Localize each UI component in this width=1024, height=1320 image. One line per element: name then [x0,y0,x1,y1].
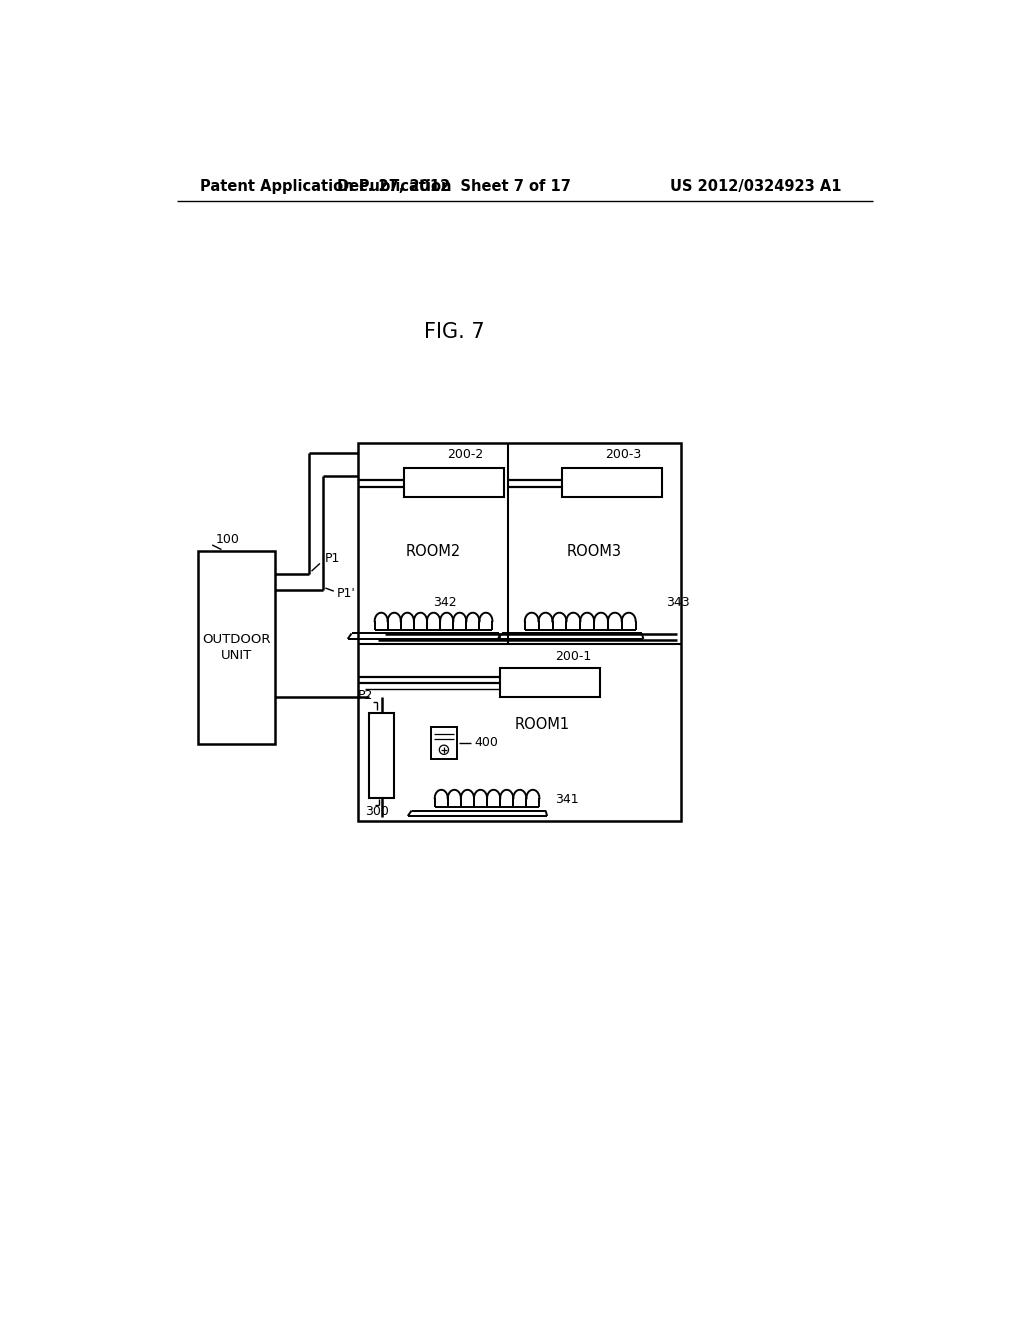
Text: ROOM3: ROOM3 [567,544,622,558]
Text: P1: P1 [325,552,340,565]
Text: UNIT: UNIT [221,648,253,661]
Bar [431,726,457,759]
Text: P1': P1' [337,587,355,601]
Text: 200-2: 200-2 [447,447,483,461]
Bar [562,469,662,498]
Text: Dec. 27, 2012  Sheet 7 of 17: Dec. 27, 2012 Sheet 7 of 17 [337,180,571,194]
Text: 343: 343 [667,597,690,610]
Text: 341: 341 [555,792,579,805]
Bar [403,469,504,498]
Text: 100: 100 [215,533,240,546]
Text: 200-3: 200-3 [605,447,641,461]
Text: 342: 342 [433,597,457,610]
Bar [199,552,275,743]
Text: P2: P2 [357,689,373,702]
Text: 200-1: 200-1 [555,649,592,663]
Bar [357,444,681,821]
Text: US 2012/0324923 A1: US 2012/0324923 A1 [670,180,841,194]
Text: 400: 400 [474,737,499,750]
Text: ROOM1: ROOM1 [515,717,570,731]
Text: ROOM2: ROOM2 [406,544,461,558]
Bar [370,713,394,797]
Bar [500,668,600,697]
Text: FIG. 7: FIG. 7 [424,322,484,342]
Text: OUTDOOR: OUTDOOR [203,634,271,647]
Text: 300: 300 [366,805,389,818]
Text: Patent Application Publication: Patent Application Publication [200,180,452,194]
